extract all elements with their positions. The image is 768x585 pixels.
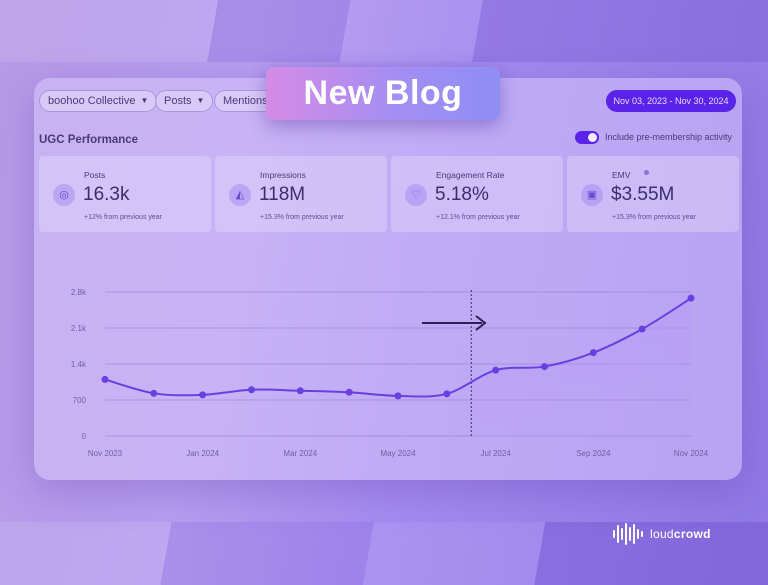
metric-change: +15.3% from previous year <box>260 214 344 221</box>
x-tick-label: Nov 2024 <box>674 449 709 458</box>
data-point <box>492 366 500 374</box>
new-blog-banner: New Blog <box>266 67 500 120</box>
data-point <box>248 386 255 394</box>
megaphone-icon: ◭ <box>229 184 251 206</box>
x-tick-label: May 2024 <box>380 449 416 458</box>
wallet-icon: ▣ <box>581 184 603 206</box>
instagram-icon: ◎ <box>53 184 75 206</box>
metric-card-posts: ◎ Posts 16.3k +12% from previous year <box>39 156 211 232</box>
data-point <box>638 325 646 333</box>
metric-card-emv: ▣ EMV $3.55M +15.3% from previous year <box>567 156 739 232</box>
metric-label: Impressions <box>260 170 306 180</box>
data-point <box>150 389 158 397</box>
section-title: UGC Performance <box>39 134 139 146</box>
info-icon[interactable] <box>644 170 650 175</box>
background-band-top <box>0 0 768 62</box>
area-fill <box>471 298 691 436</box>
x-tick-label: Nov 2023 <box>88 449 123 458</box>
data-point <box>541 363 548 371</box>
x-tick-label: Mar 2024 <box>283 449 317 458</box>
source-filter[interactable]: Mentions <box>214 90 277 112</box>
metric-change: +12.1% from previous year <box>436 214 520 221</box>
content-type-filter[interactable]: Posts ▼ <box>155 90 214 112</box>
source-filter-label: Mentions <box>223 95 268 107</box>
data-point <box>687 294 695 302</box>
y-tick-label: 0 <box>82 432 87 441</box>
pre-membership-toggle-label: Include pre-membership activity <box>605 132 733 142</box>
x-tick-label: Jan 2024 <box>186 449 219 458</box>
date-range-picker[interactable]: Nov 03, 2023 - Nov 30, 2024 <box>606 90 736 112</box>
metric-value: 5.18% <box>435 184 489 205</box>
x-tick-label: Jul 2024 <box>481 449 512 458</box>
chevron-down-icon: ▼ <box>140 96 149 105</box>
data-point <box>345 388 353 396</box>
heart-icon: ♡ <box>405 184 427 206</box>
y-tick-label: 2.1k <box>71 324 87 333</box>
background-band-bottom <box>0 522 768 585</box>
metric-label: EMV <box>612 170 650 180</box>
metric-card-impressions: ◭ Impressions 118M +15.3% from previous … <box>215 156 387 232</box>
y-tick-label: 700 <box>73 396 87 405</box>
metric-change: +15.3% from previous year <box>612 214 696 221</box>
metric-card-engagement-rate: ♡ Engagement Rate 5.18% +12.1% from prev… <box>391 156 563 232</box>
metric-label: Engagement Rate <box>436 170 505 180</box>
pre-membership-toggle[interactable] <box>575 131 599 144</box>
arrow-head-icon <box>475 315 487 331</box>
line-chart: 0 700 1.4k 2.1k 2.8k Nov 2023 Jan 2024 Mar 2024… <box>71 288 709 458</box>
y-tick-label: 2.8k <box>71 288 87 297</box>
metric-value: 16.3k <box>83 184 130 205</box>
metric-value: $3.55M <box>611 184 675 205</box>
y-tick-label: 1.4k <box>71 360 87 369</box>
chevron-down-icon: ▼ <box>196 96 205 105</box>
sound-wave-icon <box>613 523 643 545</box>
data-point <box>296 387 304 395</box>
data-point <box>199 391 207 399</box>
data-point <box>589 349 597 357</box>
data-point <box>443 390 451 398</box>
dashboard-card: boohoo Collective ▼ Posts ▼ Mentions Nov 0… <box>34 78 742 480</box>
metric-label: Posts <box>84 170 106 180</box>
data-point <box>101 375 109 383</box>
data-point <box>394 392 402 400</box>
x-tick-label: Sep 2024 <box>576 449 611 458</box>
metric-change: +12% from previous year <box>84 214 163 221</box>
loudcrowd-logo: loudcrowd <box>612 521 711 547</box>
metric-value: 118M <box>259 184 306 205</box>
brand-filter-label: boohoo Collective <box>48 95 136 107</box>
brand-name: loudcrowd <box>650 527 711 541</box>
content-type-filter-label: Posts <box>164 95 192 107</box>
